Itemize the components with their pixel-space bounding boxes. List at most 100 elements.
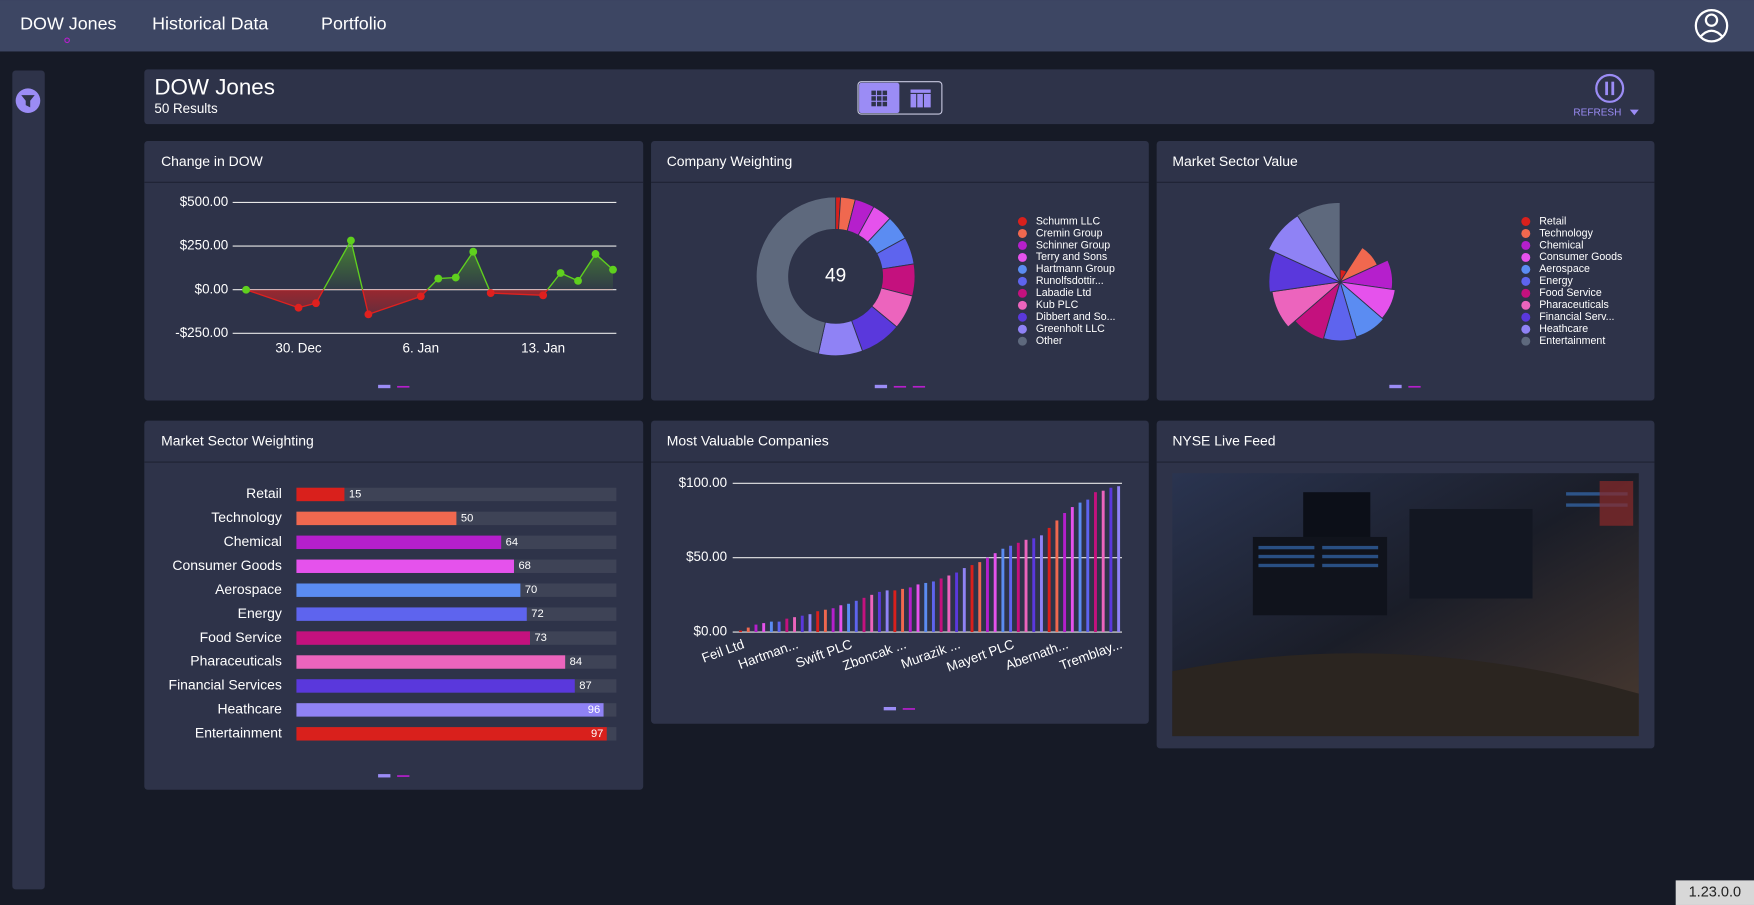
category-label: Energy xyxy=(238,605,282,621)
legend-label: Financial Serv... xyxy=(1539,311,1614,323)
bar xyxy=(1016,542,1020,633)
x-tick-label: 6. Jan xyxy=(403,341,440,356)
bar xyxy=(296,703,604,717)
y-tick-label: $500.00 xyxy=(180,194,228,209)
legend-label: Labadie Ltd xyxy=(1036,287,1092,299)
header-title: DOW Jones xyxy=(154,74,275,99)
pie-slice xyxy=(1296,202,1341,284)
point xyxy=(294,303,303,312)
bar xyxy=(1109,487,1113,633)
panel-dividers xyxy=(144,181,1655,463)
version: 1.23.0.0 xyxy=(1689,885,1742,901)
legend-swatch xyxy=(1017,324,1027,334)
nav-item[interactable]: Historical Data xyxy=(152,13,268,33)
legend-swatch xyxy=(1521,228,1531,238)
category-label: Food Service xyxy=(200,629,283,645)
point xyxy=(469,247,478,256)
legend-swatch xyxy=(1521,276,1531,286)
bar xyxy=(931,581,935,633)
legend-label: Food Service xyxy=(1539,287,1602,299)
bar xyxy=(777,621,781,633)
pagination xyxy=(378,384,1421,778)
legend-swatch xyxy=(1017,288,1027,298)
legend-label: Heathcare xyxy=(1539,323,1588,335)
bar xyxy=(1009,545,1013,633)
legend-label: Other xyxy=(1036,335,1063,347)
category-label: Retail xyxy=(246,485,282,501)
bar xyxy=(762,623,766,633)
bar xyxy=(1101,490,1105,633)
bar xyxy=(970,565,974,633)
panel xyxy=(144,140,644,401)
profile-icon[interactable] xyxy=(1694,8,1729,43)
point xyxy=(486,289,495,297)
panel-title: Market Sector Value xyxy=(1172,153,1298,169)
bar xyxy=(296,535,502,550)
category-label: Financial Services xyxy=(169,677,282,693)
legend-swatch xyxy=(1017,252,1027,262)
legend-swatch xyxy=(1521,264,1531,274)
legend-swatch xyxy=(1521,288,1531,298)
legend-swatch xyxy=(1017,240,1027,250)
legend-label: Kub PLC xyxy=(1036,299,1079,311)
bar xyxy=(1040,535,1043,633)
legend-swatch xyxy=(1521,240,1531,250)
bar xyxy=(1047,527,1051,633)
panel-title: Market Sector Weighting xyxy=(161,433,314,449)
bar xyxy=(839,605,843,633)
legend-swatch xyxy=(1017,228,1027,238)
y-tick-label: -$250.00 xyxy=(175,325,228,340)
legend-label: Entertainment xyxy=(1539,335,1605,347)
legend-swatch xyxy=(1521,336,1531,346)
value-label: 72 xyxy=(531,608,543,620)
bar xyxy=(296,487,345,502)
bar xyxy=(296,679,575,693)
legend-label: Runolfsdottir... xyxy=(1036,275,1104,287)
value-label: 87 xyxy=(579,680,591,692)
y-tick-label: $100.00 xyxy=(679,475,727,490)
value-label: 68 xyxy=(518,560,530,572)
category-label: Chemical xyxy=(224,533,282,549)
value-label: 97 xyxy=(591,728,603,740)
bar xyxy=(296,559,514,573)
value-label: 15 xyxy=(349,488,361,500)
view-toggle[interactable] xyxy=(857,81,943,115)
point xyxy=(347,236,355,245)
bar xyxy=(939,578,943,633)
bar xyxy=(800,615,804,633)
category-label: Heathcare xyxy=(217,701,282,717)
legend-label: Consumer Goods xyxy=(1539,251,1622,263)
point xyxy=(416,292,425,301)
bar xyxy=(296,631,530,645)
bar xyxy=(885,590,889,633)
legend-label: Hartmann Group xyxy=(1036,263,1115,275)
nav-item[interactable]: DOW Jones xyxy=(20,13,116,33)
refresh-label[interactable]: REFRESH xyxy=(1573,108,1621,119)
legend-label: Cremin Group xyxy=(1036,227,1103,239)
point xyxy=(434,274,443,283)
bar xyxy=(296,583,521,597)
bar xyxy=(1117,486,1121,633)
donut-center-label: 49 xyxy=(825,265,846,286)
point xyxy=(364,310,373,319)
legend-label: Pharaceuticals xyxy=(1539,299,1609,311)
bar xyxy=(1063,513,1067,633)
y-tick-label: $50.00 xyxy=(686,549,727,564)
bar xyxy=(877,591,881,633)
bar xyxy=(831,608,835,633)
bar xyxy=(769,621,773,633)
nav-item[interactable]: Portfolio xyxy=(321,13,387,33)
bar xyxy=(1001,548,1005,633)
filter-button[interactable] xyxy=(15,88,41,113)
point xyxy=(539,291,548,300)
point xyxy=(556,269,565,277)
legend-label: Aerospace xyxy=(1539,263,1590,275)
live-feed-image xyxy=(1172,473,1639,737)
header-bar xyxy=(144,69,1655,125)
bar xyxy=(808,614,812,633)
bar xyxy=(924,582,928,633)
bar xyxy=(916,584,920,633)
refresh-button[interactable] xyxy=(1595,73,1639,116)
bar xyxy=(793,617,796,633)
